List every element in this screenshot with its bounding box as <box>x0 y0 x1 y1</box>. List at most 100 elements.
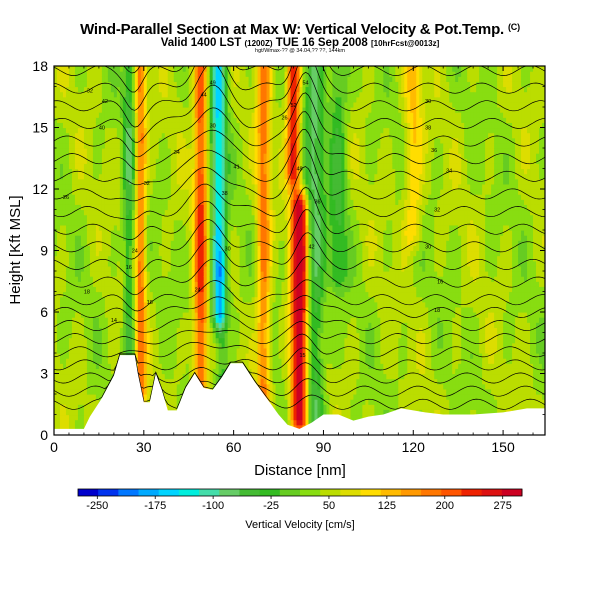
velocity-cell <box>74 332 79 339</box>
velocity-cell <box>62 173 67 180</box>
velocity-cell <box>173 91 178 98</box>
velocity-cell <box>143 327 148 334</box>
velocity-cell <box>128 260 133 267</box>
velocity-cell <box>95 132 100 139</box>
velocity-cell <box>143 255 148 262</box>
velocity-cell <box>191 112 196 118</box>
velocity-cell <box>173 301 178 308</box>
velocity-cell <box>182 189 187 195</box>
velocity-cell <box>164 245 169 252</box>
velocity-cell <box>59 142 64 149</box>
velocity-cell <box>146 271 151 277</box>
velocity-cell <box>158 214 163 221</box>
velocity-cell <box>164 137 169 144</box>
velocity-cell <box>170 107 175 113</box>
velocity-cell <box>98 137 103 144</box>
velocity-cell <box>155 117 160 123</box>
velocity-cell <box>137 219 142 226</box>
velocity-cell <box>116 209 121 216</box>
velocity-cell <box>107 183 112 190</box>
velocity-cell <box>56 414 61 421</box>
velocity-cell <box>185 183 190 190</box>
velocity-cell <box>179 137 184 144</box>
velocity-cell <box>164 286 169 293</box>
velocity-cell <box>209 153 214 159</box>
velocity-cell <box>62 204 67 211</box>
velocity-cell <box>170 388 175 395</box>
velocity-cell <box>59 306 64 313</box>
velocity-cell <box>206 337 211 344</box>
velocity-cell <box>146 189 151 195</box>
velocity-cell <box>164 107 169 113</box>
velocity-cell <box>122 235 127 241</box>
velocity-cell <box>137 342 142 349</box>
velocity-cell <box>146 122 151 129</box>
velocity-cell <box>128 112 133 118</box>
velocity-cell <box>155 173 160 180</box>
velocity-cell <box>158 168 163 175</box>
velocity-cell <box>206 224 211 231</box>
velocity-cell <box>164 332 169 339</box>
velocity-cell <box>119 322 124 328</box>
velocity-cell <box>152 368 157 375</box>
velocity-cell <box>122 209 127 216</box>
velocity-cell <box>83 240 88 246</box>
velocity-cell <box>116 153 121 159</box>
velocity-cell <box>83 255 88 262</box>
velocity-cell <box>209 66 214 72</box>
velocity-cell <box>152 112 157 118</box>
velocity-cell <box>59 399 64 405</box>
velocity-cell <box>89 209 94 216</box>
velocity-cell <box>104 368 109 375</box>
velocity-cell <box>65 178 70 185</box>
velocity-cell <box>140 286 145 293</box>
velocity-cell <box>194 373 199 380</box>
velocity-cell <box>170 337 175 344</box>
velocity-cell <box>77 81 82 88</box>
velocity-cell <box>71 117 76 123</box>
velocity-cell <box>146 66 151 72</box>
velocity-cell <box>74 245 79 252</box>
velocity-cell <box>92 250 97 257</box>
velocity-cell <box>203 368 208 375</box>
velocity-cell <box>92 91 97 98</box>
velocity-cell <box>173 394 178 400</box>
velocity-cell <box>131 142 136 149</box>
velocity-cell <box>59 214 64 221</box>
velocity-cell <box>101 276 106 282</box>
velocity-cell <box>149 199 154 205</box>
velocity-cell <box>65 337 70 344</box>
velocity-cell <box>59 368 64 375</box>
velocity-cell <box>101 163 106 170</box>
velocity-cell <box>68 332 73 339</box>
velocity-cell <box>194 96 199 103</box>
velocity-cell <box>194 312 199 318</box>
velocity-cell <box>56 194 61 200</box>
velocity-cell <box>116 189 121 195</box>
velocity-cell <box>173 271 178 277</box>
velocity-cell <box>143 271 148 277</box>
velocity-cell <box>200 183 205 190</box>
velocity-cell <box>188 265 193 272</box>
velocity-cell <box>146 153 151 159</box>
velocity-cell <box>77 342 82 349</box>
velocity-cell <box>206 235 211 241</box>
velocity-cell <box>83 137 88 144</box>
velocity-cell <box>62 358 67 364</box>
velocity-cell <box>95 183 100 190</box>
velocity-cell <box>197 112 202 118</box>
velocity-cell <box>191 204 196 211</box>
velocity-cell <box>89 224 94 231</box>
velocity-cell <box>188 153 193 159</box>
velocity-cell <box>122 86 127 93</box>
velocity-cell <box>77 347 82 354</box>
velocity-cell <box>149 153 154 159</box>
velocity-cell <box>209 86 214 93</box>
velocity-cell <box>107 101 112 108</box>
velocity-cell <box>89 296 94 303</box>
velocity-cell <box>137 199 142 205</box>
velocity-cell <box>131 271 136 277</box>
velocity-cell <box>77 424 82 431</box>
velocity-cell <box>110 117 115 123</box>
velocity-cell <box>116 81 121 88</box>
